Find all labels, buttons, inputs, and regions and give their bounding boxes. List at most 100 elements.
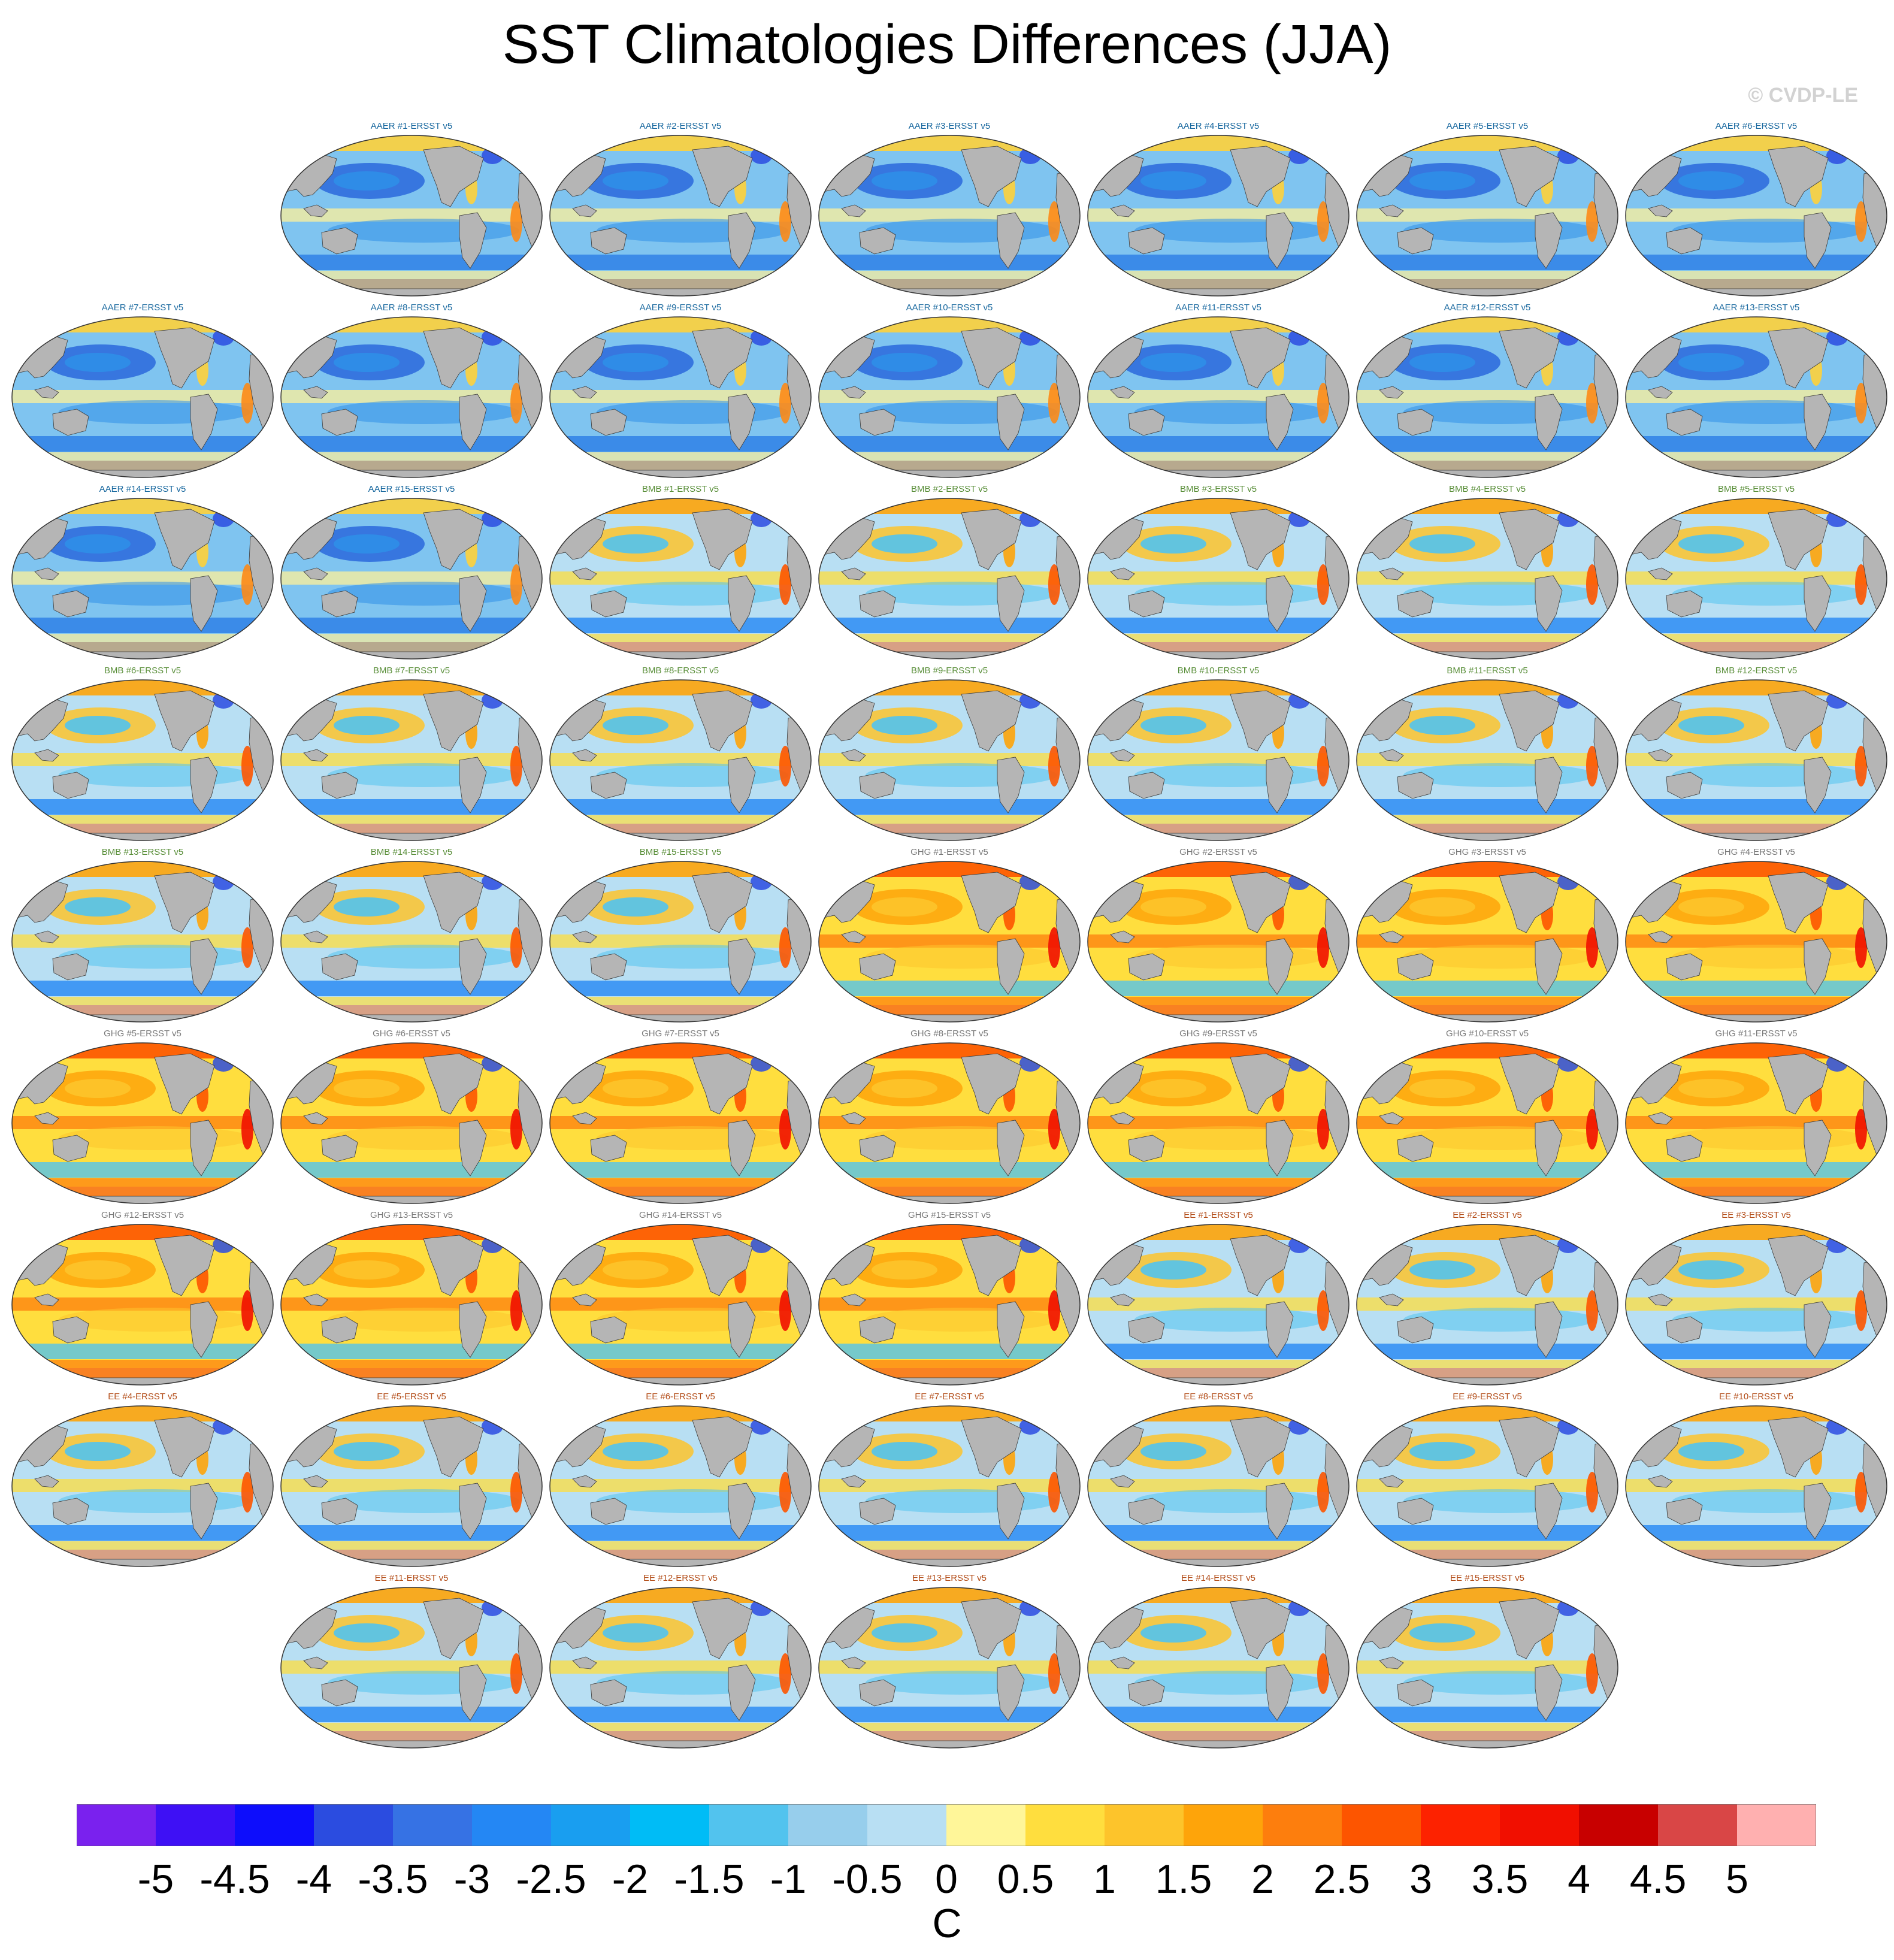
- map-panel: AAER #1-ERSST v5: [280, 121, 543, 301]
- land-mass: [961, 1235, 1022, 1296]
- colorbar-tick-label: 5: [1726, 1856, 1748, 1902]
- land-mass: [997, 1664, 1025, 1721]
- land-mass: [728, 1483, 756, 1539]
- map-panel: GHG #7-ERSST v5: [549, 1029, 812, 1208]
- sst-difference-map: [11, 679, 274, 841]
- colorbar-swatch: [1500, 1804, 1580, 1846]
- sst-difference-map: [1625, 316, 1887, 478]
- map-outline: [818, 679, 1081, 841]
- map-panel: AAER #2-ERSST v5: [549, 121, 812, 301]
- map-outline: [818, 135, 1081, 297]
- land-mass: [1648, 1475, 1673, 1488]
- sst-difference-map: [818, 1042, 1081, 1204]
- land-mass: [190, 394, 218, 450]
- land-mass: [692, 690, 753, 752]
- colorbar-tick-label: -3: [453, 1856, 491, 1902]
- map-panel: BMB #8-ERSST v5: [549, 666, 812, 845]
- map-outline: [280, 316, 543, 478]
- map-outline: [1087, 1587, 1350, 1749]
- map-panel: AAER #13-ERSST v5: [1624, 303, 1888, 482]
- sst-difference-map: [549, 316, 812, 478]
- land-mass: [997, 938, 1025, 995]
- land-mass: [1768, 1053, 1829, 1115]
- land-mass: [1266, 1483, 1294, 1539]
- land-mass: [572, 749, 597, 762]
- map-panel: EE #9-ERSST v5: [1356, 1392, 1619, 1571]
- land-mass: [52, 1316, 89, 1344]
- land-mass: [1768, 872, 1829, 933]
- land-mass: [1626, 833, 1887, 840]
- colorbar-swatch: [1342, 1804, 1421, 1846]
- map-outline: [818, 316, 1081, 478]
- land-mass: [1088, 470, 1349, 477]
- land-mass: [34, 930, 59, 943]
- panel-title: GHG #2-ERSST v5: [1179, 847, 1257, 857]
- sst-difference-map: [1356, 498, 1618, 660]
- land-mass: [321, 772, 358, 799]
- panel-title: EE #14-ERSST v5: [1181, 1573, 1255, 1583]
- land-mass: [550, 1559, 811, 1566]
- map-outline: [1356, 1042, 1618, 1204]
- map-outline: [1087, 1405, 1350, 1567]
- land-mass: [52, 772, 89, 799]
- land-mass: [1357, 288, 1618, 296]
- land-mass: [12, 1559, 273, 1566]
- sst-difference-map: [1625, 679, 1887, 841]
- land-mass: [572, 386, 597, 399]
- map-outline: [280, 1587, 543, 1749]
- land-mass: [34, 749, 59, 762]
- land-mass: [692, 1598, 753, 1659]
- map-outline: [818, 1587, 1081, 1749]
- map-panel: GHG #2-ERSST v5: [1087, 847, 1350, 1027]
- land-mass: [841, 1112, 866, 1125]
- land-mass: [1397, 590, 1434, 618]
- panel-title: EE #12-ERSST v5: [643, 1573, 718, 1583]
- panel-title: EE #8-ERSST v5: [1184, 1392, 1253, 1402]
- land-mass: [1266, 757, 1294, 813]
- map-panel: BMB #15-ERSST v5: [549, 847, 812, 1027]
- land-mass: [961, 690, 1022, 752]
- land-mass: [303, 1656, 328, 1669]
- land-mass: [728, 575, 756, 632]
- panel-title: EE #2-ERSST v5: [1453, 1210, 1522, 1220]
- panel-title: BMB #13-ERSST v5: [101, 847, 184, 857]
- land-mass: [321, 409, 358, 436]
- land-mass: [590, 409, 627, 436]
- land-mass: [52, 953, 89, 981]
- sst-difference-map: [1356, 1224, 1618, 1386]
- map-panel: AAER #15-ERSST v5: [280, 484, 543, 664]
- land-mass: [728, 1664, 756, 1721]
- sst-difference-map: [1087, 498, 1350, 660]
- land-mass: [34, 1293, 59, 1306]
- colorbar-swatch: [630, 1804, 710, 1846]
- map-panel: BMB #7-ERSST v5: [280, 666, 543, 845]
- land-mass: [1266, 1301, 1294, 1358]
- map-outline: [1087, 135, 1350, 297]
- map-outline: [1356, 498, 1618, 660]
- land-mass: [1088, 1559, 1349, 1566]
- panel-title: AAER #14-ERSST v5: [99, 484, 186, 494]
- panel-title: GHG #9-ERSST v5: [1179, 1029, 1257, 1039]
- land-mass: [303, 749, 328, 762]
- sst-difference-map: [1087, 316, 1350, 478]
- land-mass: [1768, 509, 1829, 570]
- land-mass: [1535, 212, 1563, 269]
- colorbar-swatch: [1105, 1804, 1184, 1846]
- land-mass: [859, 1316, 896, 1344]
- land-mass: [1626, 651, 1887, 659]
- colorbar-tick-label: 1.5: [1155, 1856, 1212, 1902]
- panel-title: AAER #2-ERSST v5: [639, 121, 722, 131]
- land-mass: [1397, 1316, 1434, 1344]
- map-outline: [1356, 316, 1618, 478]
- colorbar-swatch: [1025, 1804, 1105, 1846]
- map-panel: AAER #8-ERSST v5: [280, 303, 543, 482]
- land-mass: [590, 772, 627, 799]
- land-mass: [12, 470, 273, 477]
- land-mass: [154, 327, 215, 389]
- land-mass: [1128, 1135, 1165, 1162]
- land-mass: [961, 146, 1022, 207]
- map-outline: [1356, 1405, 1618, 1567]
- colorbar-swatch: [946, 1804, 1026, 1846]
- colorbar-tick-label: -4.5: [199, 1856, 270, 1902]
- land-mass: [1088, 651, 1349, 659]
